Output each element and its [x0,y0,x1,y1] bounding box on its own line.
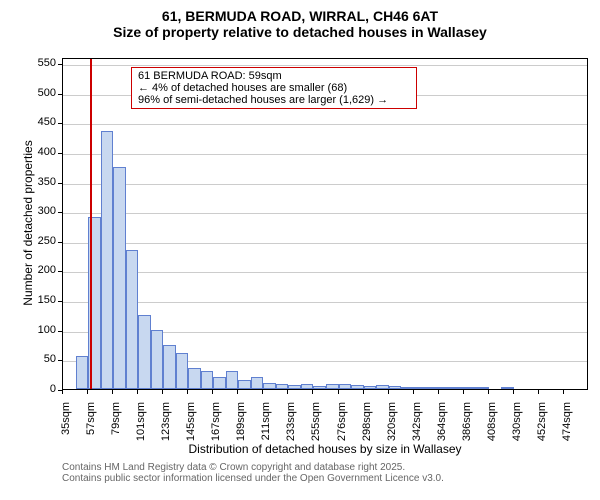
chart-title-sub: Size of property relative to detached ho… [0,24,600,40]
histogram-bar [288,385,301,389]
histogram-bar [213,377,226,389]
histogram-bar [426,387,439,389]
histogram-bar [364,386,377,389]
annotation-line-2: ← 4% of detached houses are smaller (68) [138,82,410,94]
plot-area: 61 BERMUDA ROAD: 59sqm ← 4% of detached … [62,58,588,390]
histogram-bar [76,356,89,389]
y-tick-label: 400 [16,146,56,158]
y-tick-label: 0 [16,383,56,395]
histogram-bar [126,250,139,389]
y-tick-label: 250 [16,235,56,247]
histogram-bar [263,383,276,389]
y-tick-label: 150 [16,294,56,306]
x-axis-label: Distribution of detached houses by size … [62,442,588,456]
y-tick-label: 300 [16,205,56,217]
annotation-line-3: 96% of semi-detached houses are larger (… [138,94,410,106]
histogram-bar [276,384,289,389]
annotation-line-1: 61 BERMUDA ROAD: 59sqm [138,70,410,82]
histogram-bar [163,345,176,389]
histogram-bar [113,167,126,389]
histogram-bar [501,387,514,389]
histogram-bar [238,380,251,389]
histogram-bar [176,353,189,389]
attribution: Contains HM Land Registry data © Crown c… [62,462,444,484]
histogram-bar [339,384,352,389]
histogram-bar [389,386,402,389]
histogram-bar [301,384,314,389]
histogram-bar [151,330,164,389]
y-tick-label: 450 [16,116,56,128]
y-tick-label: 500 [16,87,56,99]
histogram-bar [326,384,339,389]
y-tick-label: 550 [16,57,56,69]
histogram-bar [251,377,264,389]
annotation-box: 61 BERMUDA ROAD: 59sqm ← 4% of detached … [131,67,417,109]
histogram-bar [414,387,427,389]
histogram-bar [101,131,114,389]
histogram-bar [401,387,414,389]
histogram-bar [464,387,477,389]
histogram-bar [201,371,214,389]
histogram-bar [188,368,201,389]
y-tick-label: 200 [16,264,56,276]
histogram-bar [476,387,489,389]
histogram-bar [313,386,326,389]
chart-container: 61, BERMUDA ROAD, WIRRAL, CH46 6AT Size … [0,0,600,500]
histogram-bar [451,387,464,389]
histogram-bar [138,315,151,389]
histogram-bar [376,385,389,389]
y-tick-label: 100 [16,324,56,336]
histogram-bar [351,385,364,389]
marker-line [90,59,92,389]
y-tick-label: 350 [16,176,56,188]
chart-title-main: 61, BERMUDA ROAD, WIRRAL, CH46 6AT [0,0,600,24]
attribution-line-2: Contains public sector information licen… [62,473,444,484]
histogram-bar [226,371,239,389]
attribution-line-1: Contains HM Land Registry data © Crown c… [62,462,444,473]
histogram-bar [439,387,452,389]
y-tick-label: 50 [16,353,56,365]
